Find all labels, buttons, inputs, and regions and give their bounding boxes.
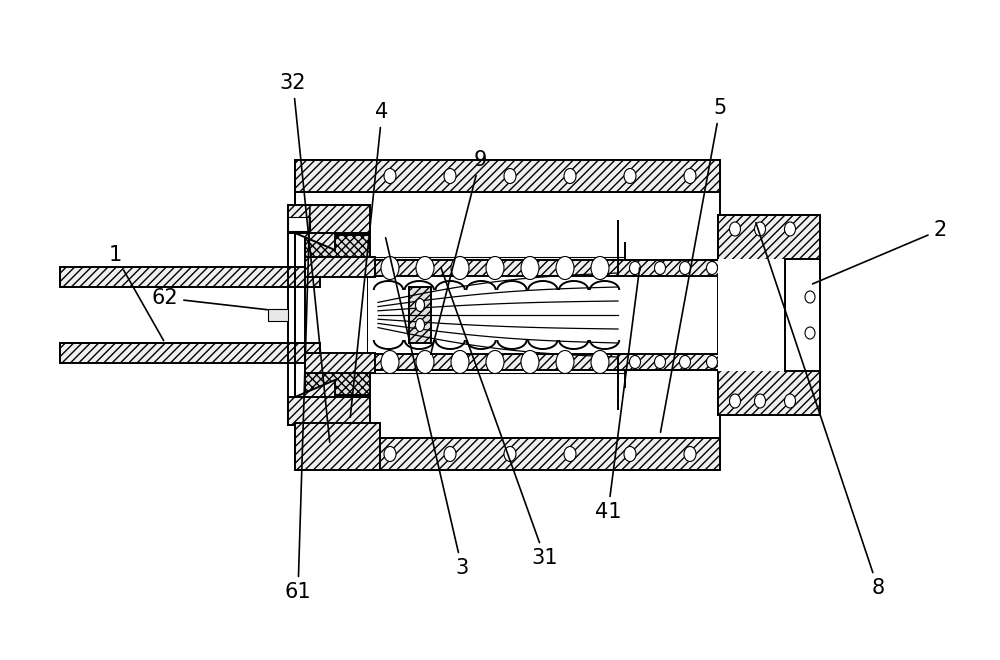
Ellipse shape — [521, 257, 539, 279]
Ellipse shape — [730, 394, 740, 408]
Ellipse shape — [381, 257, 399, 279]
Ellipse shape — [556, 257, 574, 279]
Bar — [618, 260, 722, 276]
Ellipse shape — [381, 350, 399, 374]
Text: 62: 62 — [152, 288, 267, 310]
Text: 41: 41 — [595, 268, 640, 522]
Ellipse shape — [630, 356, 640, 368]
Bar — [718, 259, 820, 371]
Ellipse shape — [486, 350, 504, 374]
Text: 61: 61 — [285, 208, 311, 602]
Ellipse shape — [684, 168, 696, 183]
Ellipse shape — [416, 319, 424, 331]
Text: 31: 31 — [441, 267, 558, 568]
Bar — [295, 438, 720, 470]
Ellipse shape — [384, 168, 396, 183]
Text: 3: 3 — [386, 238, 469, 578]
Bar — [268, 309, 288, 321]
Bar — [368, 260, 625, 370]
Ellipse shape — [451, 350, 469, 374]
Bar — [295, 423, 380, 470]
Text: 32: 32 — [280, 73, 330, 442]
Bar — [288, 205, 370, 233]
Ellipse shape — [521, 350, 539, 374]
Ellipse shape — [486, 257, 504, 279]
Ellipse shape — [684, 447, 696, 461]
Bar — [785, 259, 820, 371]
Bar — [618, 260, 722, 370]
Ellipse shape — [416, 350, 434, 374]
Ellipse shape — [416, 257, 434, 279]
Ellipse shape — [784, 222, 796, 236]
Polygon shape — [295, 380, 335, 397]
Bar — [305, 353, 375, 373]
Ellipse shape — [706, 356, 718, 368]
Bar — [288, 397, 370, 425]
Bar — [305, 235, 370, 257]
Ellipse shape — [624, 447, 636, 461]
Ellipse shape — [444, 168, 456, 183]
Bar — [618, 354, 722, 370]
Ellipse shape — [416, 298, 424, 312]
Ellipse shape — [680, 356, 690, 368]
Ellipse shape — [591, 257, 609, 279]
Polygon shape — [295, 233, 335, 250]
Ellipse shape — [384, 447, 396, 461]
Bar — [368, 260, 625, 276]
Bar — [305, 257, 375, 277]
Ellipse shape — [444, 447, 456, 461]
Text: 2: 2 — [813, 220, 947, 284]
Text: 4: 4 — [350, 102, 389, 417]
Ellipse shape — [805, 327, 815, 339]
Ellipse shape — [706, 261, 718, 275]
Bar — [305, 373, 370, 395]
Text: 1: 1 — [108, 245, 164, 341]
Ellipse shape — [654, 261, 666, 275]
Text: 9: 9 — [431, 150, 487, 354]
Ellipse shape — [630, 261, 640, 275]
Text: 8: 8 — [756, 222, 885, 598]
Bar — [718, 215, 820, 415]
Ellipse shape — [680, 261, 690, 275]
Ellipse shape — [451, 257, 469, 279]
Ellipse shape — [564, 447, 576, 461]
Ellipse shape — [504, 168, 516, 183]
Ellipse shape — [805, 291, 815, 303]
Bar — [295, 160, 720, 192]
Ellipse shape — [591, 350, 609, 374]
Ellipse shape — [784, 394, 796, 408]
Text: 5: 5 — [661, 98, 727, 432]
Ellipse shape — [755, 394, 766, 408]
Ellipse shape — [624, 168, 636, 183]
Ellipse shape — [504, 447, 516, 461]
Bar — [368, 354, 625, 370]
Ellipse shape — [730, 222, 740, 236]
Bar — [409, 287, 431, 343]
Ellipse shape — [564, 168, 576, 183]
Ellipse shape — [654, 356, 666, 368]
Ellipse shape — [755, 222, 766, 236]
Bar — [60, 287, 320, 343]
Bar — [60, 267, 320, 287]
Bar — [288, 217, 310, 231]
Bar — [60, 343, 320, 363]
Ellipse shape — [556, 350, 574, 374]
